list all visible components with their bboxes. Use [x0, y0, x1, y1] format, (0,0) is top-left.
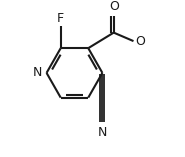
Text: N: N — [33, 66, 42, 79]
Text: F: F — [57, 12, 64, 24]
Text: O: O — [109, 0, 119, 13]
Text: N: N — [98, 126, 107, 139]
Text: O: O — [135, 35, 145, 48]
